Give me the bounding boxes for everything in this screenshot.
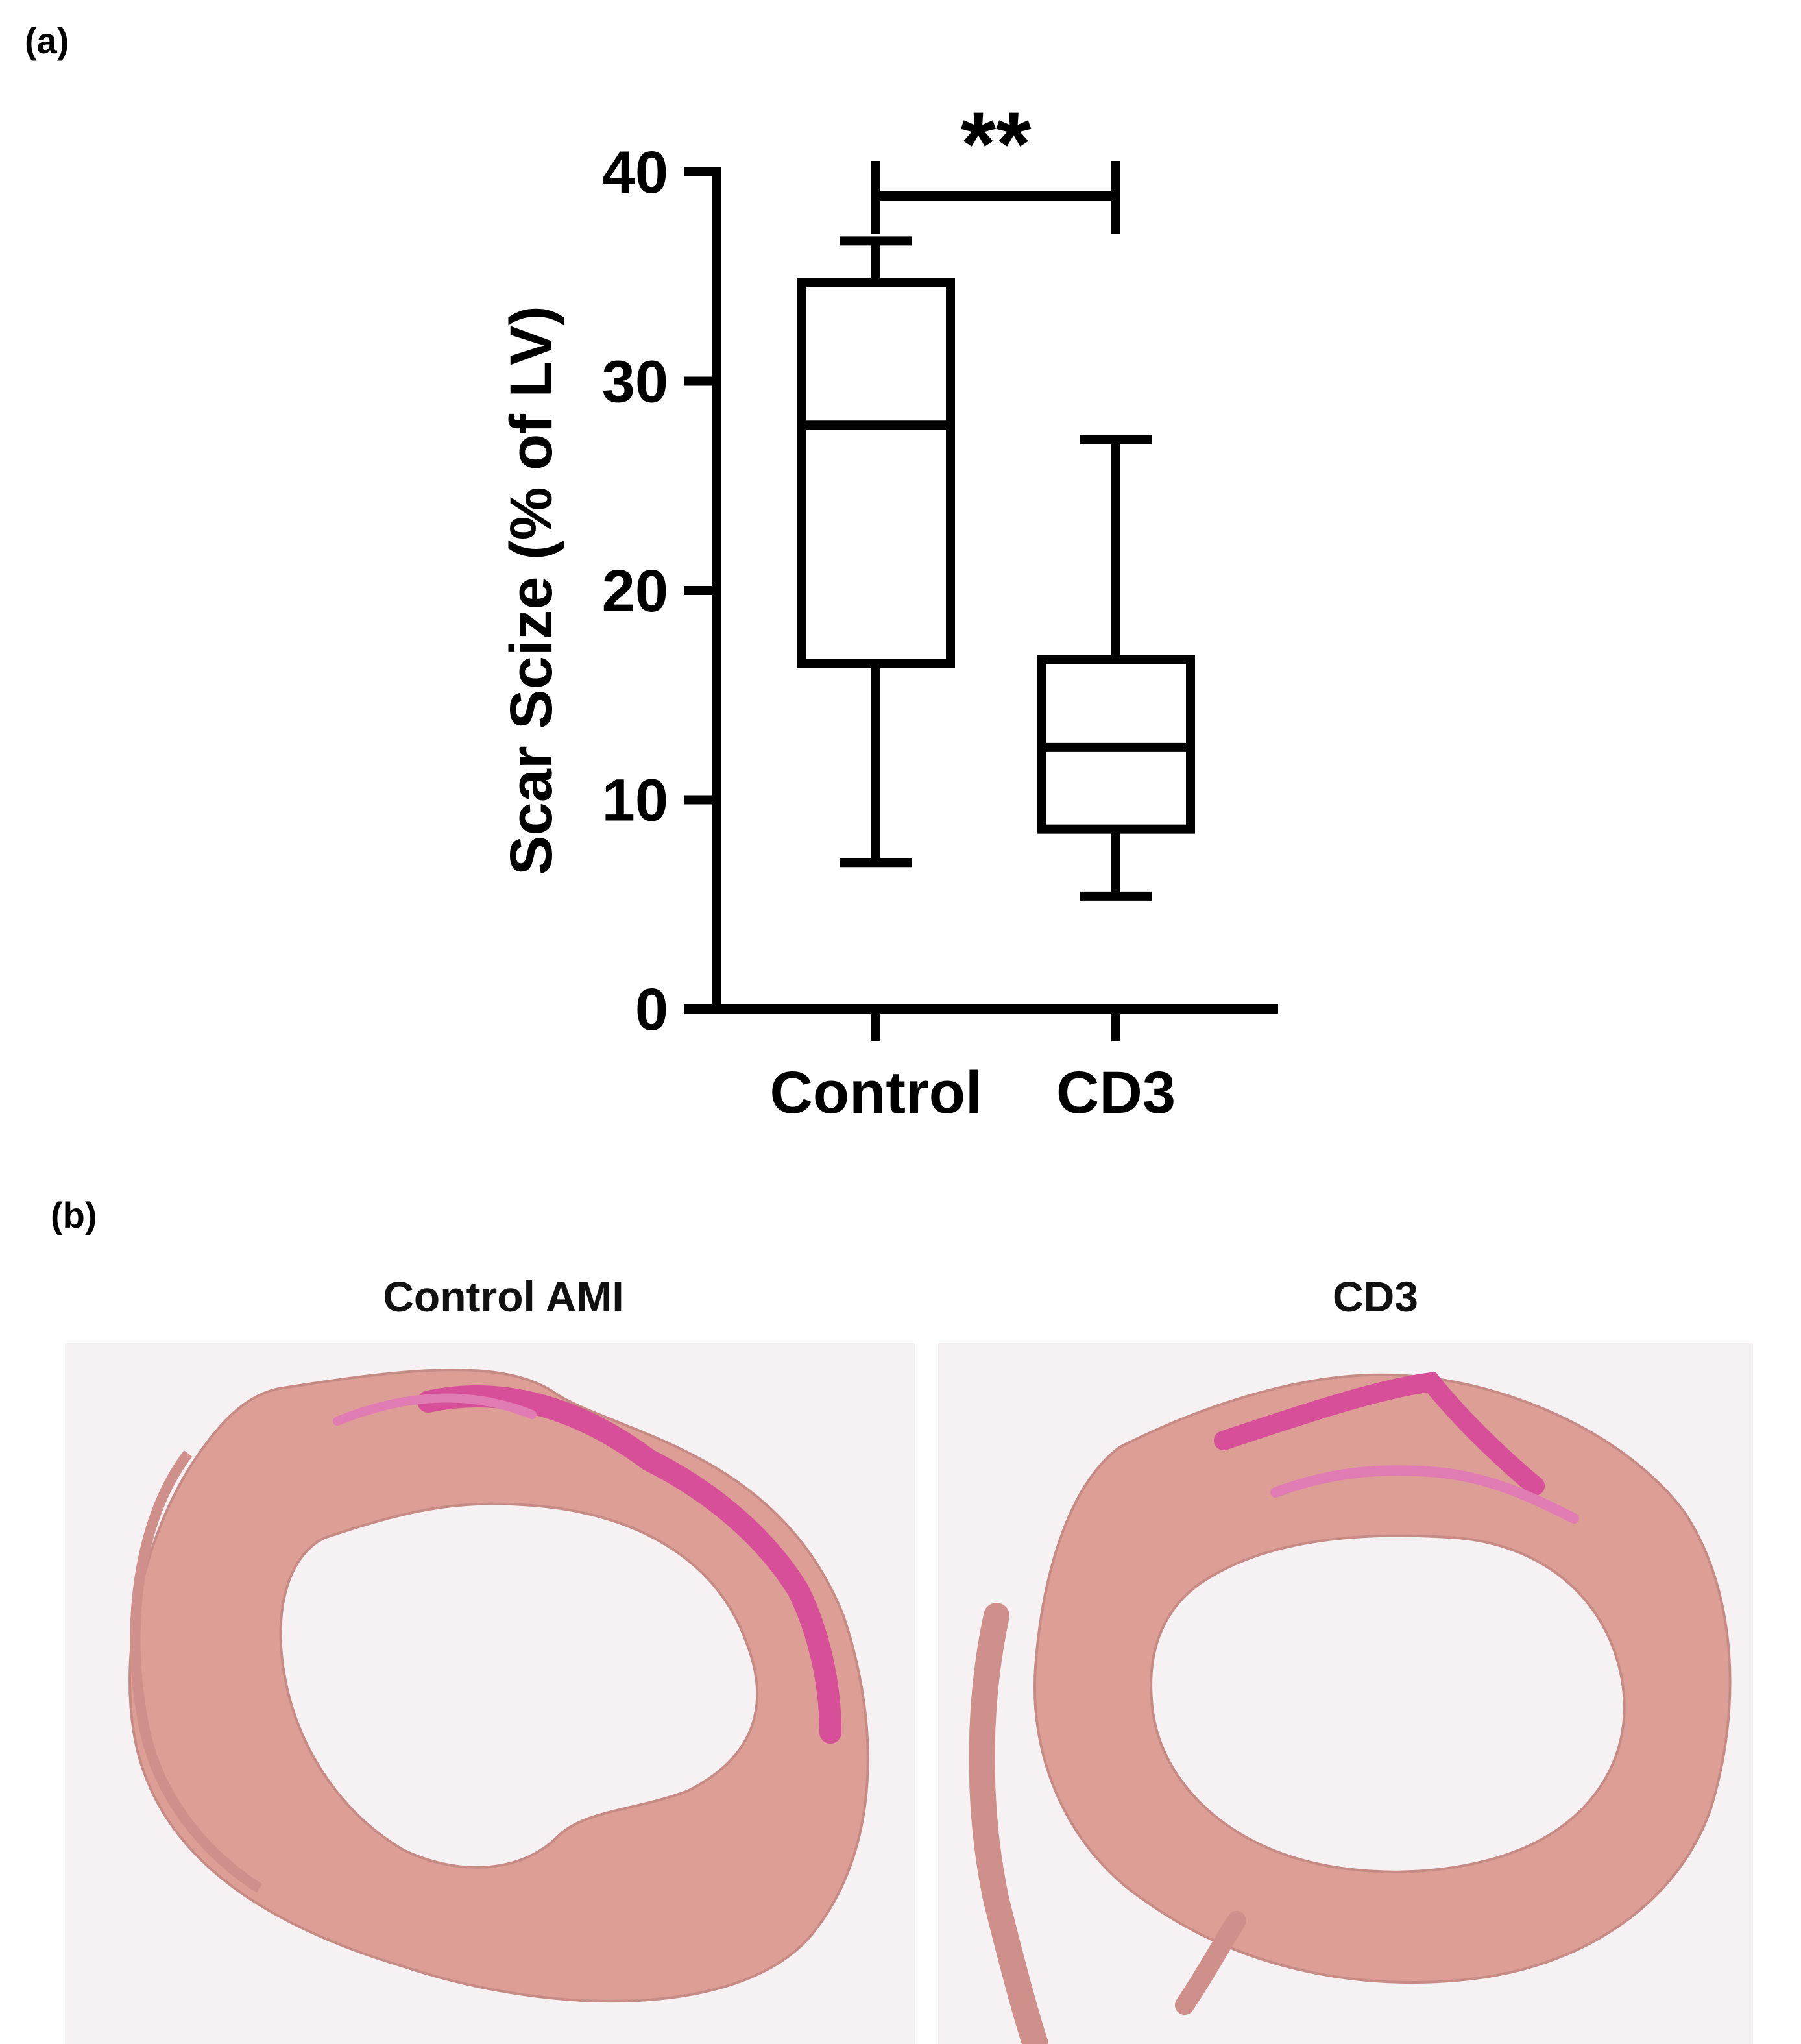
- y-tick-label: 30: [602, 349, 668, 415]
- x-tick-label-control: Control: [769, 1060, 982, 1126]
- significance-bracket: **: [871, 93, 1120, 234]
- box-cd3: [1037, 435, 1195, 901]
- image-title-cd3: CD3: [1332, 1272, 1419, 1320]
- heart-section-cd3-image: [938, 1343, 1753, 2044]
- box-plot: 0 10 20 30 40 Control CD3 ** Scar Scize (% of…: [498, 93, 1278, 1126]
- box-control: [797, 236, 955, 868]
- boxes: [797, 236, 1195, 901]
- image-title-control-ami: Control AMI: [383, 1272, 624, 1320]
- y-axis: 0 10 20 30 40: [602, 140, 721, 1043]
- panel-a-label: (a): [25, 20, 69, 61]
- significance-stars: **: [961, 93, 1032, 195]
- outer-flap: [130, 1450, 263, 1893]
- heart-section-control-image: [65, 1343, 915, 2044]
- tissue-ring: [1033, 1373, 1732, 1984]
- scar-region: [417, 1385, 841, 1744]
- x-tick-label-cd3: CD3: [1056, 1060, 1176, 1126]
- x-axis: Control CD3: [712, 1004, 1278, 1126]
- y-tick-label: 20: [602, 558, 668, 624]
- y-axis-label: Scar Scize (% of LV): [498, 306, 564, 875]
- y-tick-label: 10: [602, 768, 668, 834]
- panel-b-label: (b): [51, 1195, 97, 1235]
- y-tick-label: 40: [602, 140, 668, 206]
- y-tick-label: 0: [635, 977, 668, 1043]
- iqr-box: [797, 278, 955, 668]
- scar-region: [1214, 1372, 1545, 1496]
- tail-flap: [969, 1603, 1048, 2044]
